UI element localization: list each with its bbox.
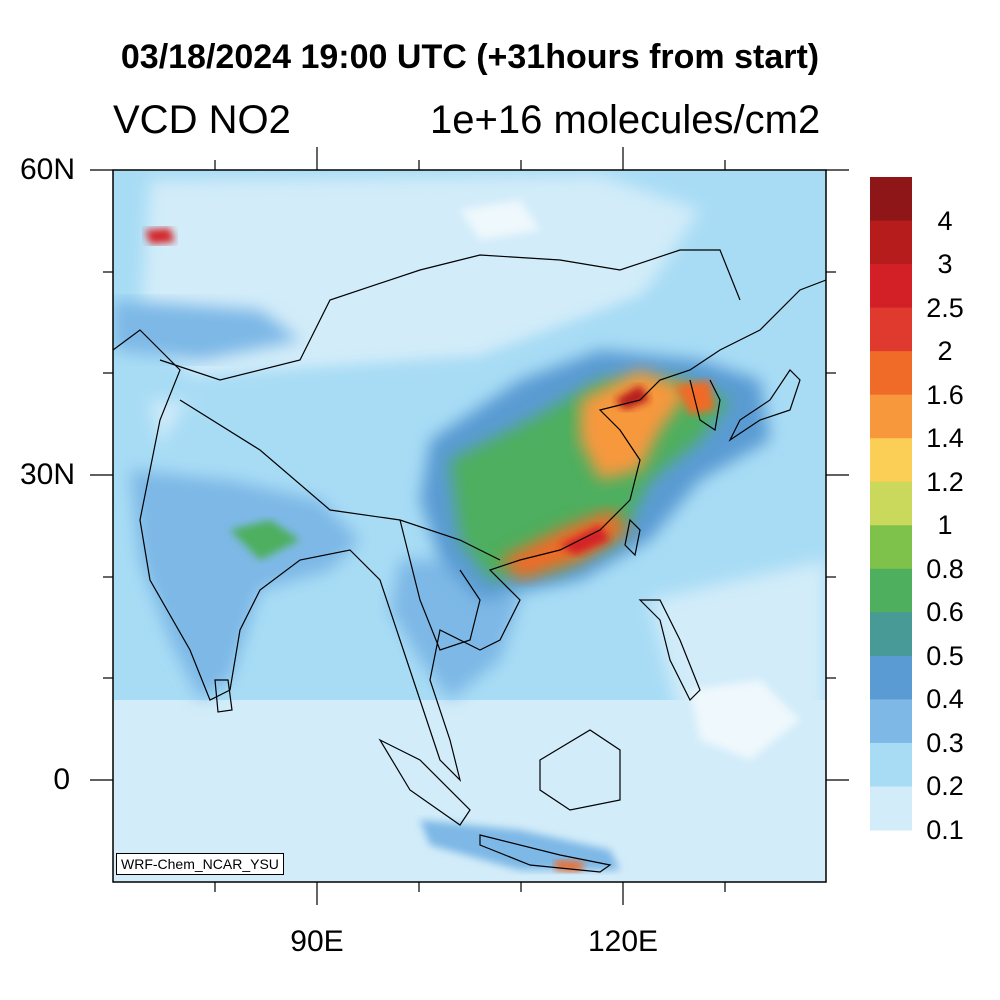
lat-label-0: 0	[53, 763, 70, 796]
lat-label-30n: 30N	[19, 458, 75, 491]
border-se-asia	[399, 519, 481, 651]
india-plume	[230, 520, 300, 560]
south-asia-mid	[130, 470, 360, 700]
west-asia-mid	[113, 300, 300, 360]
colorbar-swatch	[870, 351, 912, 396]
map-area	[113, 170, 826, 882]
java-coast	[479, 834, 612, 873]
colorbar-label: 0.8	[926, 553, 964, 584]
colorbar-swatch	[870, 525, 912, 570]
clean-patch-1	[460, 200, 540, 240]
map-title: 03/18/2024 19:00 UTC (+31hours from star…	[120, 38, 820, 76]
colorbar-swatch	[870, 264, 912, 309]
border-china-north	[159, 249, 741, 381]
colorbar-swatch	[870, 307, 912, 352]
east-china-high	[580, 370, 690, 480]
colorbar-label: 0.1	[926, 815, 964, 845]
colorbar-label: 2	[937, 336, 953, 367]
colorbar-swatch	[870, 568, 912, 613]
colorbar-swatch	[870, 177, 912, 222]
colorbar-label: 0.4	[926, 684, 964, 715]
coastlines	[113, 249, 826, 873]
philippines-coast	[638, 599, 701, 702]
colorbar-label: 0.5	[926, 640, 964, 671]
colorbar-label: 4	[937, 205, 953, 236]
variable-label: VCD NO2	[113, 98, 291, 142]
colorbar-swatch	[870, 481, 912, 526]
lat-label-60n: 60N	[19, 153, 75, 186]
colorbar-swatch	[870, 655, 912, 700]
lon-label-90e: 90E	[290, 925, 344, 958]
colorbar-swatch	[870, 786, 912, 831]
colorbar-label: 3	[937, 249, 953, 280]
korea-plume	[675, 380, 715, 415]
sumatra-coast	[378, 738, 471, 826]
siberia-plume	[145, 228, 175, 244]
colorbar-swatch	[870, 394, 912, 439]
pollution-core-1	[560, 525, 610, 555]
colorbar-label: 1.4	[926, 423, 964, 454]
colorbar-label: 2.5	[926, 292, 964, 323]
japan-coast	[728, 369, 801, 442]
asia-coastline	[113, 279, 826, 782]
colorbar-label: 1	[937, 510, 953, 541]
colorbar-swatch	[870, 612, 912, 657]
borneo-coast	[539, 729, 621, 811]
border-china-south	[179, 399, 501, 561]
colorbar	[870, 177, 912, 831]
colorbar-swatch	[870, 742, 912, 787]
clean-patch-2	[690, 680, 800, 760]
sri-lanka-coast	[214, 679, 233, 713]
colorbar-swatch	[870, 438, 912, 483]
model-credit: WRF-Chem_NCAR_YSU	[116, 853, 284, 875]
java-plume	[555, 860, 585, 872]
colorbar-label: 0.6	[926, 597, 964, 628]
map-frame	[112, 169, 827, 883]
tick-marks	[90, 147, 849, 905]
korea-coast	[689, 379, 721, 432]
lon-label-120e: 120E	[587, 925, 659, 958]
colorbar-label: 0.2	[926, 771, 964, 802]
units-label: 1e+16 molecules/cm2	[430, 98, 821, 142]
colorbar-label: 1.2	[926, 466, 964, 497]
colorbar-label: 1.6	[926, 379, 964, 410]
colorbar-label: 0.3	[926, 727, 964, 758]
colorbar-swatch	[870, 220, 912, 265]
taiwan-coast	[624, 518, 641, 557]
colorbar-swatch	[870, 699, 912, 744]
